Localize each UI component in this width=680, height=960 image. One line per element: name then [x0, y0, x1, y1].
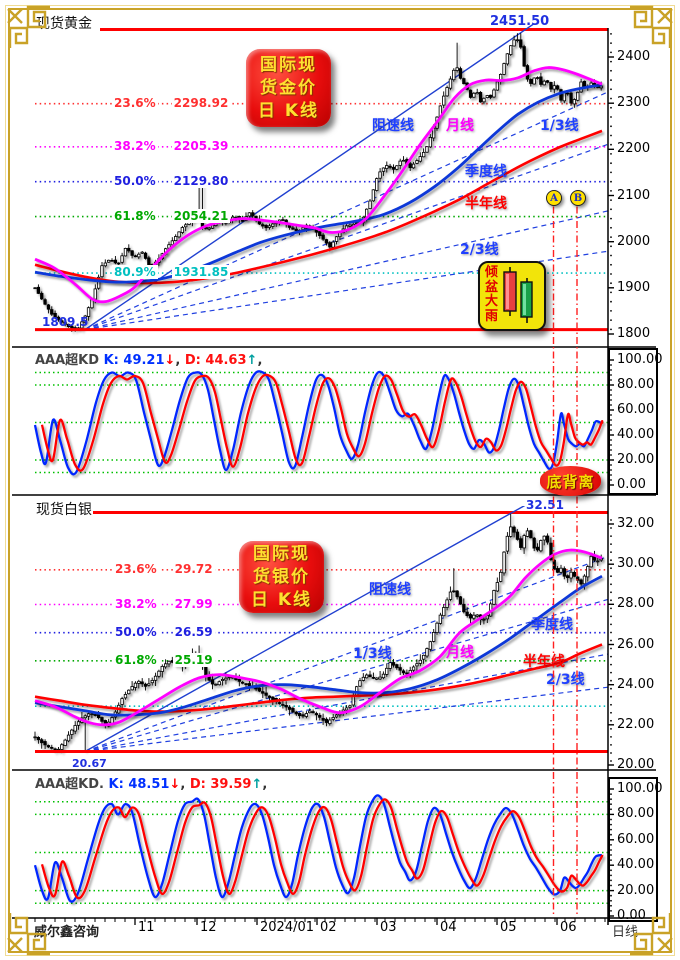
silver-fib-label: 50.0% 26.59 [113, 624, 215, 639]
silver-line-label: 季度线 [531, 617, 573, 633]
gold-low-label: 1809.5 [42, 315, 89, 329]
bottom-divergence-badge: 底背离 [540, 466, 601, 496]
gold-price-axis-label: 2100 [617, 187, 651, 203]
silver-price-axis-label: 28.00 [617, 596, 655, 612]
gold-line-label: 阻速线 [372, 118, 414, 134]
silver-kd-axis-label: 40.00 [617, 857, 655, 873]
gold-fib-label: 23.6% 2298.92 [112, 95, 231, 110]
silver-price-axis-label: 30.00 [617, 556, 655, 572]
gold-price-axis-label: 2000 [617, 233, 651, 249]
gold-price-axis-label: 1800 [617, 326, 651, 341]
gold-kd-axis-label: 80.00 [617, 377, 655, 392]
gold-line-label: 1/3线 [540, 118, 579, 134]
gold-line-label: 月线 [446, 118, 474, 134]
corner-ornament-icon [7, 5, 50, 48]
silver-price-badge: 国际现 货银价 日 K线 [239, 541, 324, 613]
gold-kd-k-value: K: 49.21 [103, 353, 165, 368]
silver-line-label: 2/3线 [546, 672, 585, 688]
time-axis-label: 12 [200, 920, 217, 935]
silver-fib-label: 23.6% 29.72 [113, 561, 215, 576]
silver-kd-axis-label: 20.00 [617, 882, 655, 898]
candle-pair-icon [503, 267, 533, 323]
rain-badge-text: 倾盆大雨 [484, 265, 498, 324]
gold-price-axis-label: 2300 [617, 95, 651, 111]
silver-kd-axis-label: 60.00 [617, 831, 655, 847]
silver-price-axis-label: 26.00 [617, 636, 655, 652]
gold-kd-axis-box [608, 348, 658, 495]
silver-kd-axis-label: 0.00 [617, 908, 646, 923]
time-axis-label: 11 [138, 920, 155, 935]
gold-kd-axis-label: 0.00 [617, 477, 646, 492]
gold-kd-axis-label: 20.00 [617, 452, 655, 467]
time-axis-label: 2024/01 [260, 920, 315, 935]
gold-fib-label: 61.8% 2054.21 [112, 208, 231, 223]
silver-peak-label: 32.51 [526, 498, 564, 512]
silver-line-label: 阻速线 [369, 582, 411, 598]
rain-annotation-badge: 倾盆大雨 [478, 261, 546, 331]
silver-fib-label: 61.8% 25.19 [113, 652, 215, 667]
corner-ornament-icon [630, 913, 673, 956]
silver-kd-d-value: D: 39.59 [189, 777, 252, 792]
marker-b-badge: B [570, 190, 586, 206]
marker-a-badge: A [546, 190, 562, 206]
gold-price-axis-label: 2400 [617, 49, 651, 64]
gold-kd-readout: AAA超KD K: 49.21↓, D: 44.63↑, [35, 353, 263, 368]
gold-price-axis-label: 2200 [617, 141, 651, 157]
silver-kd-d-arrow-icon: ↑ [251, 777, 263, 792]
silver-top-level-line [93, 511, 608, 514]
silver-chart-title: 现货白银 [36, 502, 92, 518]
gold-top-level-line [100, 28, 608, 31]
time-axis-label: 05 [500, 920, 517, 935]
silver-kd-k-arrow-icon: ↓ [169, 777, 181, 792]
silver-kd-axis-box [608, 777, 658, 922]
gold-peak-label: 2451.50 [490, 14, 550, 29]
silver-price-axis-label: 22.00 [617, 716, 655, 732]
gold-kd-name: AAA超KD [35, 353, 100, 368]
brand-watermark: 威尔鑫咨询 [34, 925, 100, 940]
time-axis-label: 02 [320, 920, 337, 935]
silver-line-label: 1/3线 [353, 646, 392, 662]
corner-ornament-icon [630, 5, 673, 48]
gold-kd-d-value: D: 44.63 [184, 353, 247, 368]
silver-line-label: 月线 [446, 645, 474, 661]
time-axis-label: 06 [560, 920, 577, 935]
gold-chart-title: 现货黄金 [36, 16, 92, 32]
gold-line-label: 2/3线 [460, 242, 499, 258]
gold-kd-axis-label: 40.00 [617, 427, 655, 442]
gold-kd-axis-label: 100.00 [617, 352, 663, 367]
gold-kd-k-arrow-icon: ↓ [164, 353, 176, 368]
time-axis-label: 03 [380, 920, 397, 935]
silver-low-label: 20.67 [72, 757, 107, 770]
silver-price-axis-label: 20.00 [617, 757, 655, 772]
period-selector-label[interactable]: 日线 [612, 925, 639, 940]
silver-kd-name: AAA超KD. [35, 777, 104, 792]
gold-fib-label: 50.0% 2129.80 [112, 173, 231, 188]
silver-kd-readout: AAA超KD. K: 48.51↓, D: 39.59↑, [35, 777, 268, 792]
gold-price-axis-label: 1900 [617, 279, 651, 295]
gold-fib-label: 80.9% 1931.85 [112, 265, 231, 280]
gold-kd-d-arrow-icon: ↑ [246, 353, 258, 368]
gold-kd-axis-label: 60.00 [617, 402, 655, 417]
gold-fib-label: 38.2% 2205.39 [112, 138, 231, 153]
silver-fib-label: 38.2% 27.99 [113, 596, 215, 611]
silver-line-label: 半年线 [523, 654, 565, 670]
silver-price-axis-label: 24.00 [617, 676, 655, 692]
silver-kd-axis-label: 100.00 [617, 781, 663, 796]
time-axis-label: 04 [440, 920, 457, 935]
gold-line-label: 半年线 [465, 196, 507, 212]
corner-ornament-icon [7, 913, 50, 956]
silver-kd-k-value: K: 48.51 [108, 777, 170, 792]
gold-price-badge: 国际现 货金价 日 K线 [246, 49, 331, 127]
silver-price-axis-label: 32.00 [617, 516, 655, 531]
gold-line-label: 季度线 [465, 164, 507, 180]
silver-kd-axis-label: 80.00 [617, 806, 655, 822]
